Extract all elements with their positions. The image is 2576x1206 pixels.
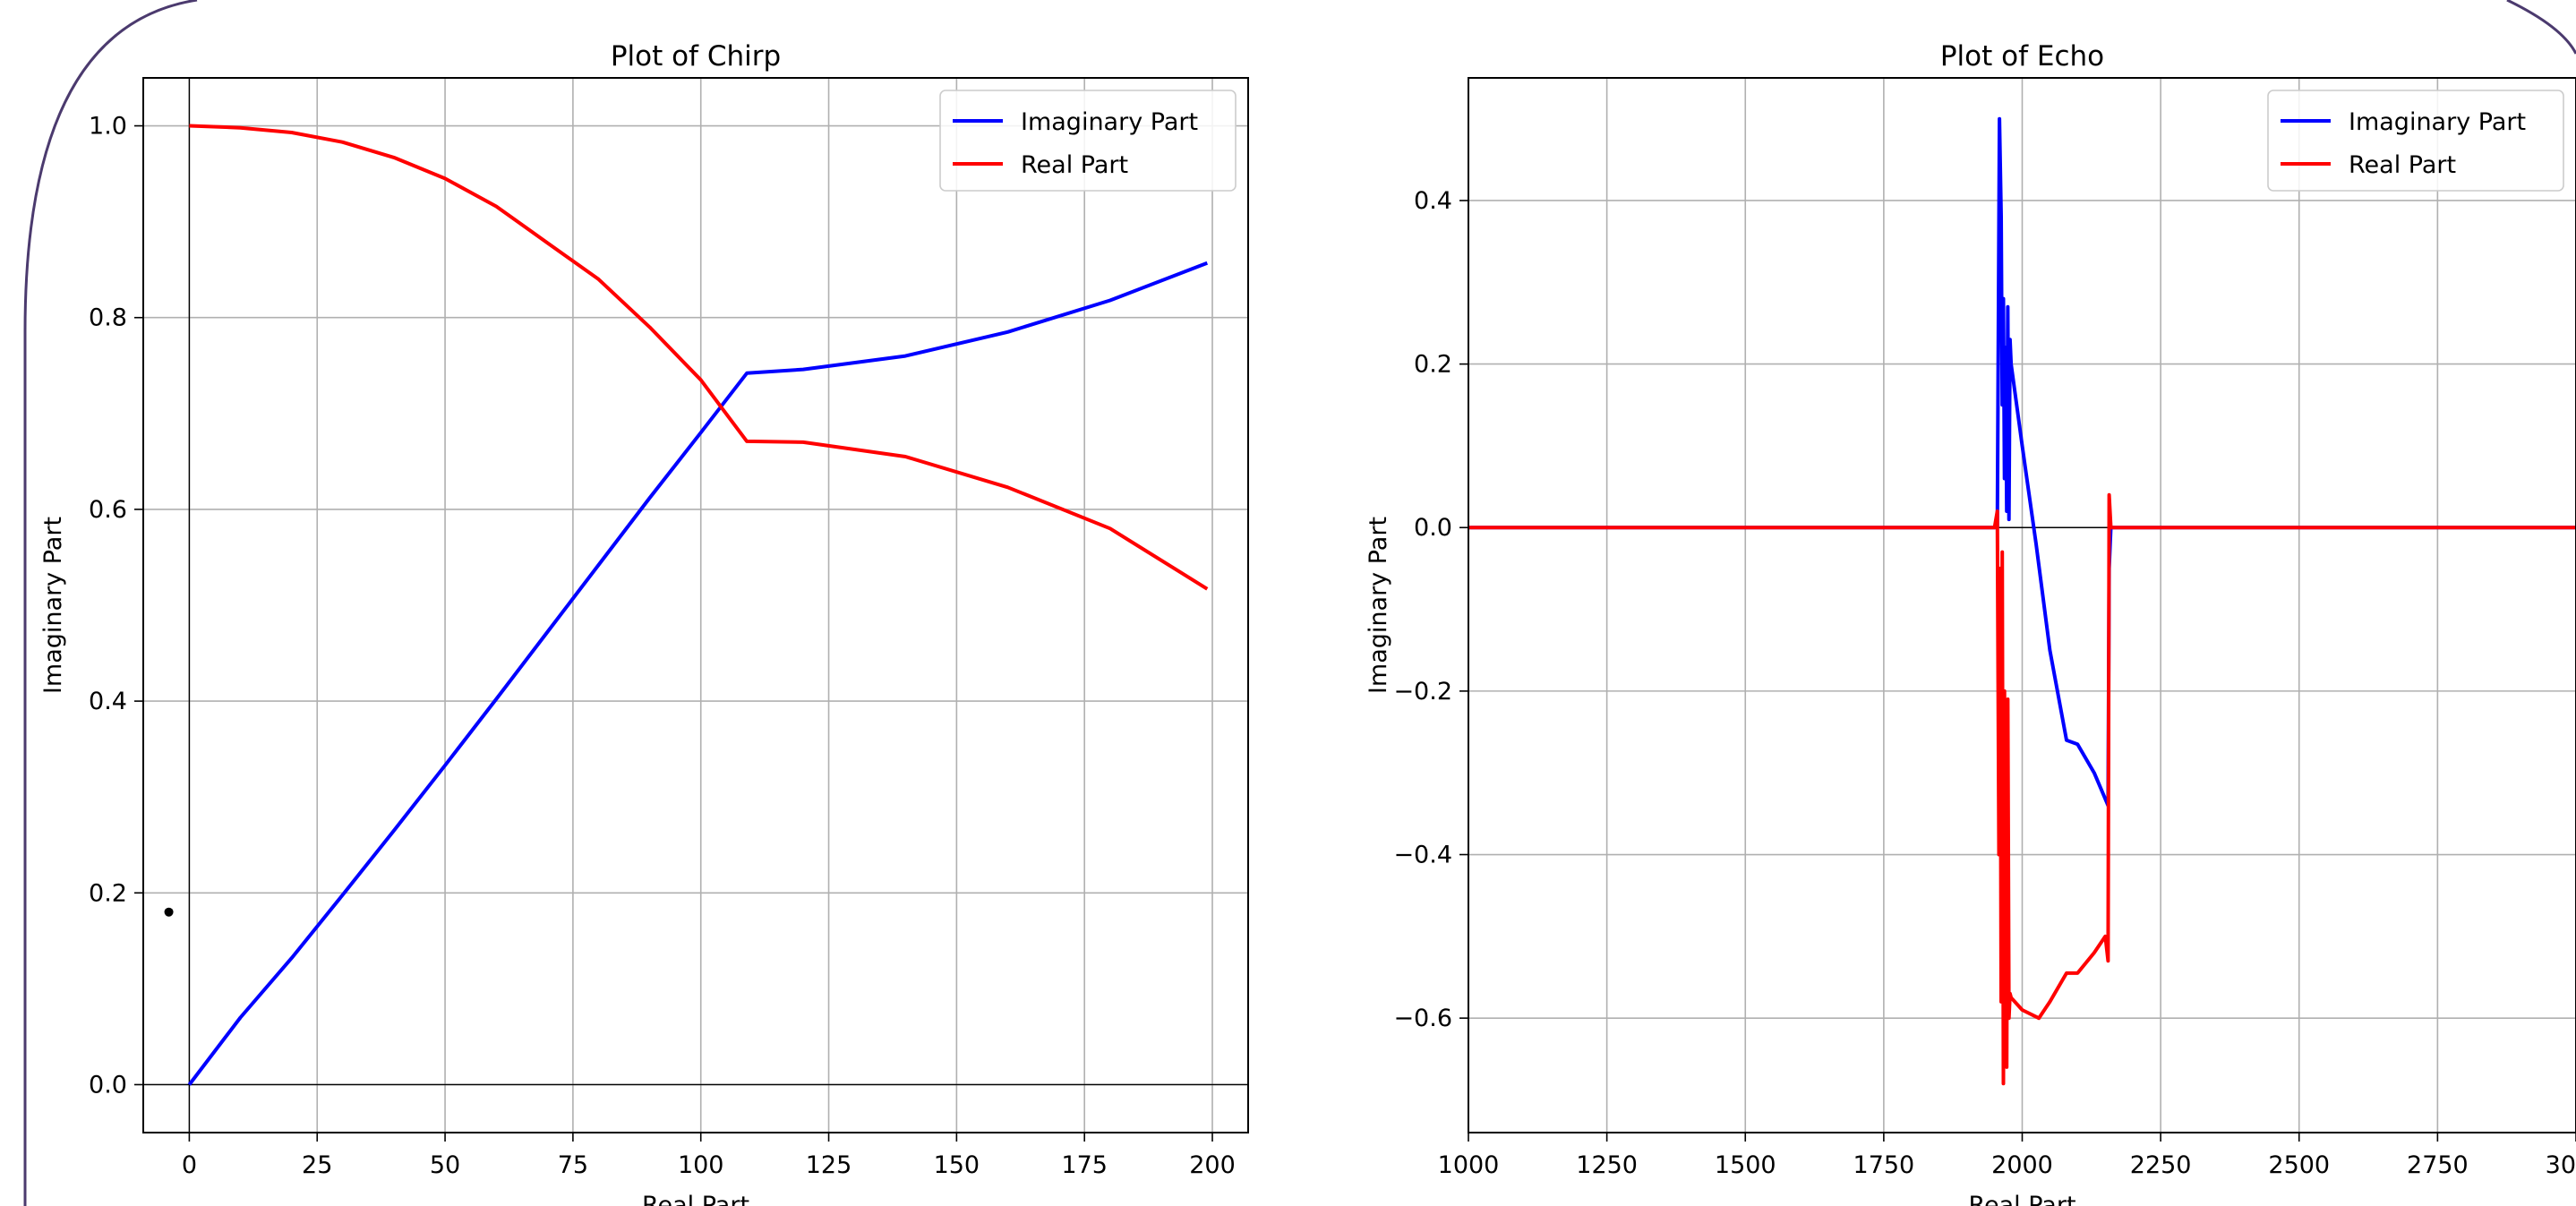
x-tick-label: 100 [678, 1151, 724, 1179]
x-tick-label: 150 [934, 1151, 980, 1179]
x-tick-label: 2750 [2407, 1151, 2469, 1179]
y-axis-label: Imaginary Part [1365, 517, 1392, 694]
x-tick-label: 3000 [2546, 1151, 2576, 1179]
series-line-real [189, 124, 1209, 591]
x-tick-label: 0 [182, 1151, 197, 1179]
y-tick-label: −0.6 [1393, 1005, 1452, 1032]
legend-box [939, 90, 1237, 192]
y-tick-label: −0.4 [1393, 842, 1452, 869]
legend-label: Imaginary Part [2349, 108, 2526, 136]
legend-label: Real Part [2349, 151, 2456, 179]
y-axis-label: Imaginary Part [39, 517, 67, 694]
x-tick-label: 2500 [2268, 1151, 2330, 1179]
data-point [164, 907, 174, 917]
x-tick-label: 2250 [2130, 1151, 2192, 1179]
x-axis-label: Real Part [1968, 1192, 2075, 1206]
x-tick-label: 2000 [1991, 1151, 2053, 1179]
legend-label: Imaginary Part [1021, 108, 1198, 136]
x-tick-label: 1500 [1715, 1151, 1776, 1179]
y-tick-label: 0.2 [1414, 351, 1452, 379]
x-tick-label: 50 [430, 1151, 460, 1179]
x-tick-label: 25 [302, 1151, 332, 1179]
y-tick-label: 0.0 [89, 1071, 127, 1099]
y-tick-label: 0.6 [89, 496, 127, 524]
x-tick-label: 1000 [1438, 1151, 1500, 1179]
series-line-real [1468, 492, 2576, 1086]
series-line-imaginary [187, 261, 1209, 1086]
x-tick-label: 75 [558, 1151, 588, 1179]
decorative-frame [23, 0, 198, 1206]
x-tick-label: 1750 [1853, 1151, 1915, 1179]
echo-chart: 1000 1250 1500 1750 2000 2250 2500 2750 3000 −0.6… [1365, 40, 2576, 1206]
legend-box [2267, 90, 2564, 192]
x-tick-label: 200 [1189, 1151, 1236, 1179]
axes-frame [142, 77, 1249, 1133]
legend-label: Real Part [1021, 151, 1128, 179]
decorative-frame-right [2506, 0, 2576, 55]
x-tick-label: 125 [806, 1151, 852, 1179]
y-tick-label: 0.2 [89, 879, 127, 907]
y-tick-label: 0.0 [1414, 514, 1452, 542]
y-tick-label: 0.4 [1414, 187, 1452, 215]
chirp-chart: 0 25 50 75 100 125 150 175 200 0.0 0.2 0.4 0.6 0.8 1.0… [39, 40, 1249, 1206]
series-line-imaginary [1468, 116, 2576, 808]
x-tick-label: 1250 [1576, 1151, 1638, 1179]
y-tick-label: 0.4 [89, 688, 127, 715]
y-tick-label: 0.8 [89, 304, 127, 332]
chart-title: Plot of Chirp [611, 40, 781, 73]
y-tick-label: −0.2 [1393, 678, 1452, 706]
x-axis-label: Real Part [642, 1192, 749, 1206]
chart-title: Plot of Echo [1940, 40, 2104, 73]
y-tick-label: 1.0 [89, 113, 127, 141]
x-tick-label: 175 [1061, 1151, 1108, 1179]
